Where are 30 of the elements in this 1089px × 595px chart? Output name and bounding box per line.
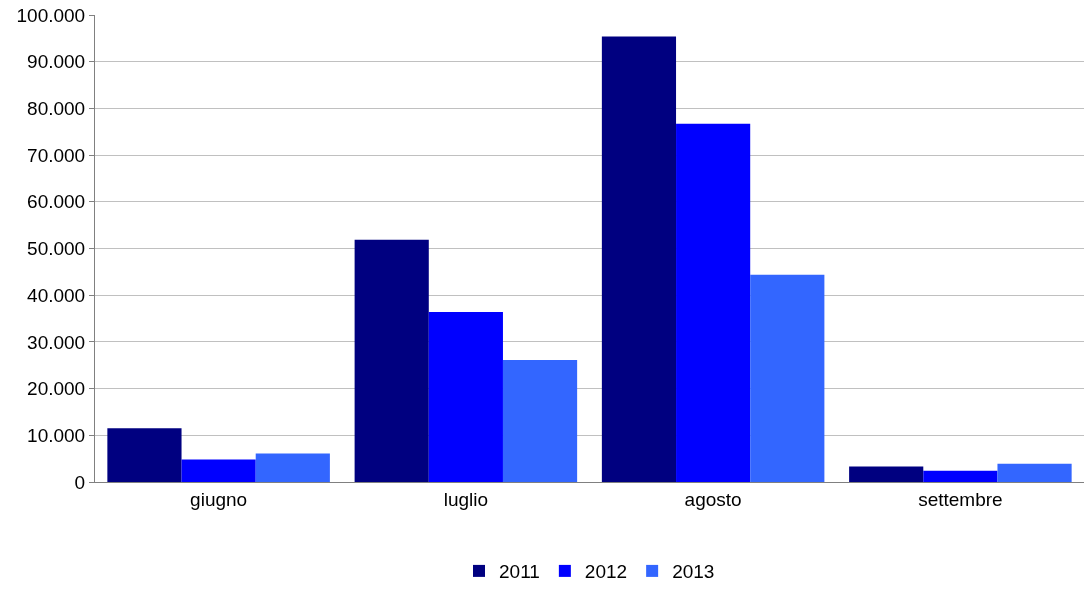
legend-label: 2012 [584, 561, 628, 583]
y-tick-label: 100.000 [16, 4, 86, 26]
bar [354, 239, 429, 482]
legend-label: 2013 [672, 561, 715, 583]
bar [428, 312, 503, 482]
y-tick-label: 20.000 [27, 378, 86, 400]
y-tick-label: 70.000 [27, 144, 86, 166]
bar [181, 459, 256, 482]
bar [849, 466, 924, 482]
legend-label: 2011 [499, 561, 540, 583]
y-tick-label: 80.000 [27, 98, 86, 120]
y-tick-label: 60.000 [27, 191, 86, 213]
bar [502, 360, 578, 482]
bar [750, 274, 825, 482]
bar [676, 123, 751, 482]
y-tick-label: 90.000 [27, 51, 86, 73]
bar [923, 470, 998, 482]
x-tick-label: agosto [684, 488, 742, 510]
y-tick-label: 10.000 [27, 424, 86, 446]
x-tick-label: giugno [190, 488, 248, 510]
bar [601, 36, 677, 482]
y-tick-label: 0 [74, 471, 86, 493]
bar [997, 463, 1072, 482]
bar [255, 453, 330, 482]
bar [107, 428, 182, 482]
y-tick-label: 50.000 [27, 238, 86, 260]
x-tick-label: luglio [443, 488, 489, 510]
y-tick-label: 40.000 [27, 284, 86, 306]
y-tick-label: 30.000 [27, 331, 86, 353]
x-tick-label: settembre [918, 488, 1003, 510]
